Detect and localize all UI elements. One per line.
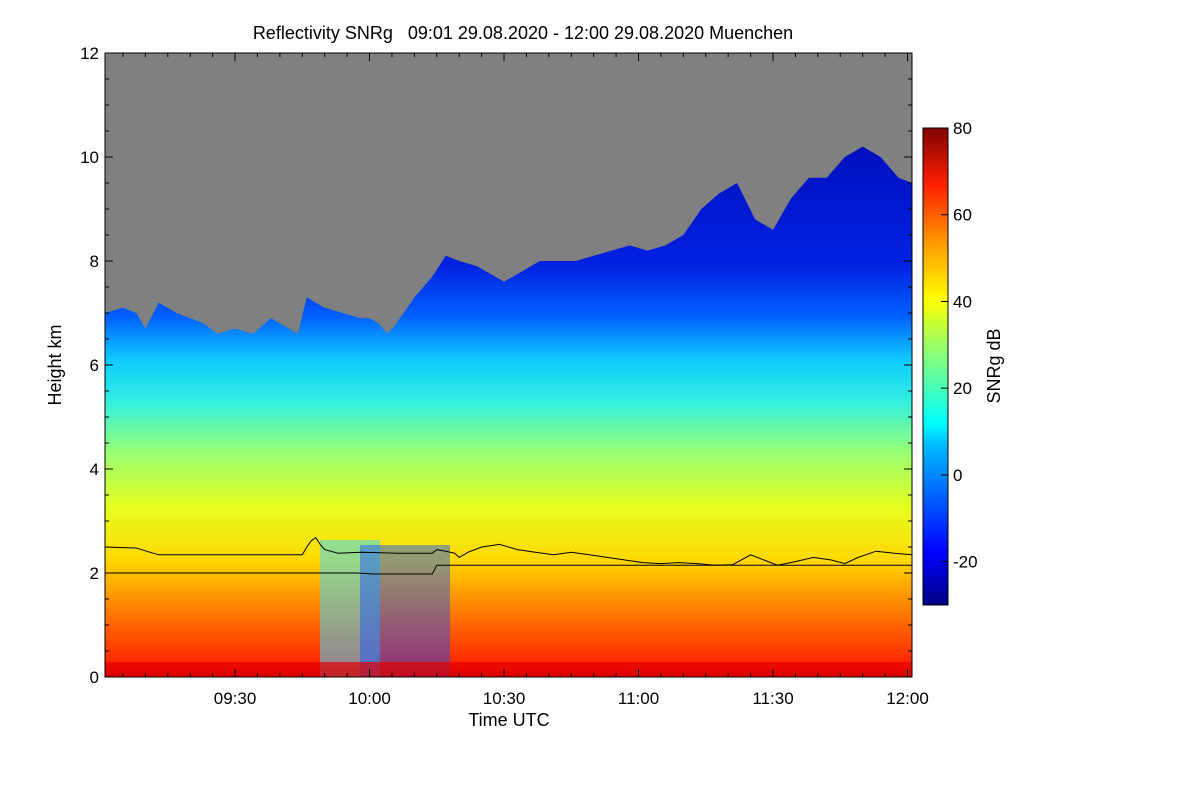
colorbar-tick-label: -20 (953, 553, 978, 572)
y-tick-label: 10 (80, 148, 99, 167)
colorbar: -20 0 20 40 60 80 SNRg dB (922, 119, 1004, 606)
y-tick-label: 4 (90, 460, 99, 479)
series-line-1 (105, 536, 912, 566)
y-tick-label: 0 (90, 668, 99, 687)
colorbar-ticks: -20 0 20 40 60 80 (941, 119, 978, 572)
colorbar-tick-label: 80 (953, 119, 972, 138)
x-axis-title: Time UTC (468, 710, 549, 730)
surface-band (105, 662, 912, 677)
colorbar-title: SNRg dB (984, 328, 1004, 403)
series-line-2 (105, 564, 912, 575)
y-axis: 0 2 4 6 8 10 12 (80, 44, 912, 687)
colorbar-scale (922, 127, 949, 606)
precip-band-1 (320, 540, 380, 677)
colorbar-tick-label: 60 (953, 206, 972, 225)
x-axis: 09:30 10:00 10:30 11:00 11:30 12:00 (122, 53, 929, 708)
colorbar-tick-label: 20 (953, 379, 972, 398)
x-tick-label: 09:30 (214, 689, 257, 708)
precip-band-2 (360, 545, 450, 677)
echo-area (105, 146, 912, 677)
plot-area (105, 53, 912, 677)
y-tick-label: 6 (90, 356, 99, 375)
y-tick-label: 2 (90, 564, 99, 583)
x-tick-label: 11:30 (752, 689, 793, 708)
y-tick-label: 12 (80, 44, 99, 63)
y-tick-label: 8 (90, 252, 99, 271)
colorbar-tick-label: 0 (953, 466, 962, 485)
x-tick-label: 11:00 (618, 689, 659, 708)
x-tick-label: 10:30 (483, 689, 526, 708)
x-tick-label: 12:00 (886, 689, 929, 708)
series-layer (105, 536, 912, 575)
colorbar-tick-label: 40 (953, 292, 972, 311)
chart-title: Reflectivity SNRg 09:01 29.08.2020 - 12:… (253, 23, 793, 43)
x-tick-label: 10:00 (348, 689, 391, 708)
y-axis-title: Height km (45, 324, 65, 405)
